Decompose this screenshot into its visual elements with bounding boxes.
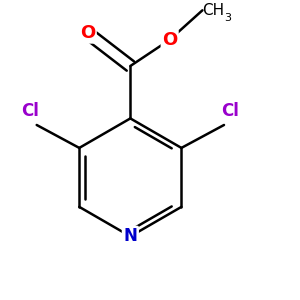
Text: CH: CH: [202, 3, 224, 18]
Text: Cl: Cl: [222, 102, 239, 120]
Text: O: O: [80, 24, 95, 42]
Text: O: O: [162, 31, 177, 49]
Text: N: N: [123, 227, 137, 245]
Text: 3: 3: [224, 13, 231, 22]
Text: Cl: Cl: [21, 102, 39, 120]
